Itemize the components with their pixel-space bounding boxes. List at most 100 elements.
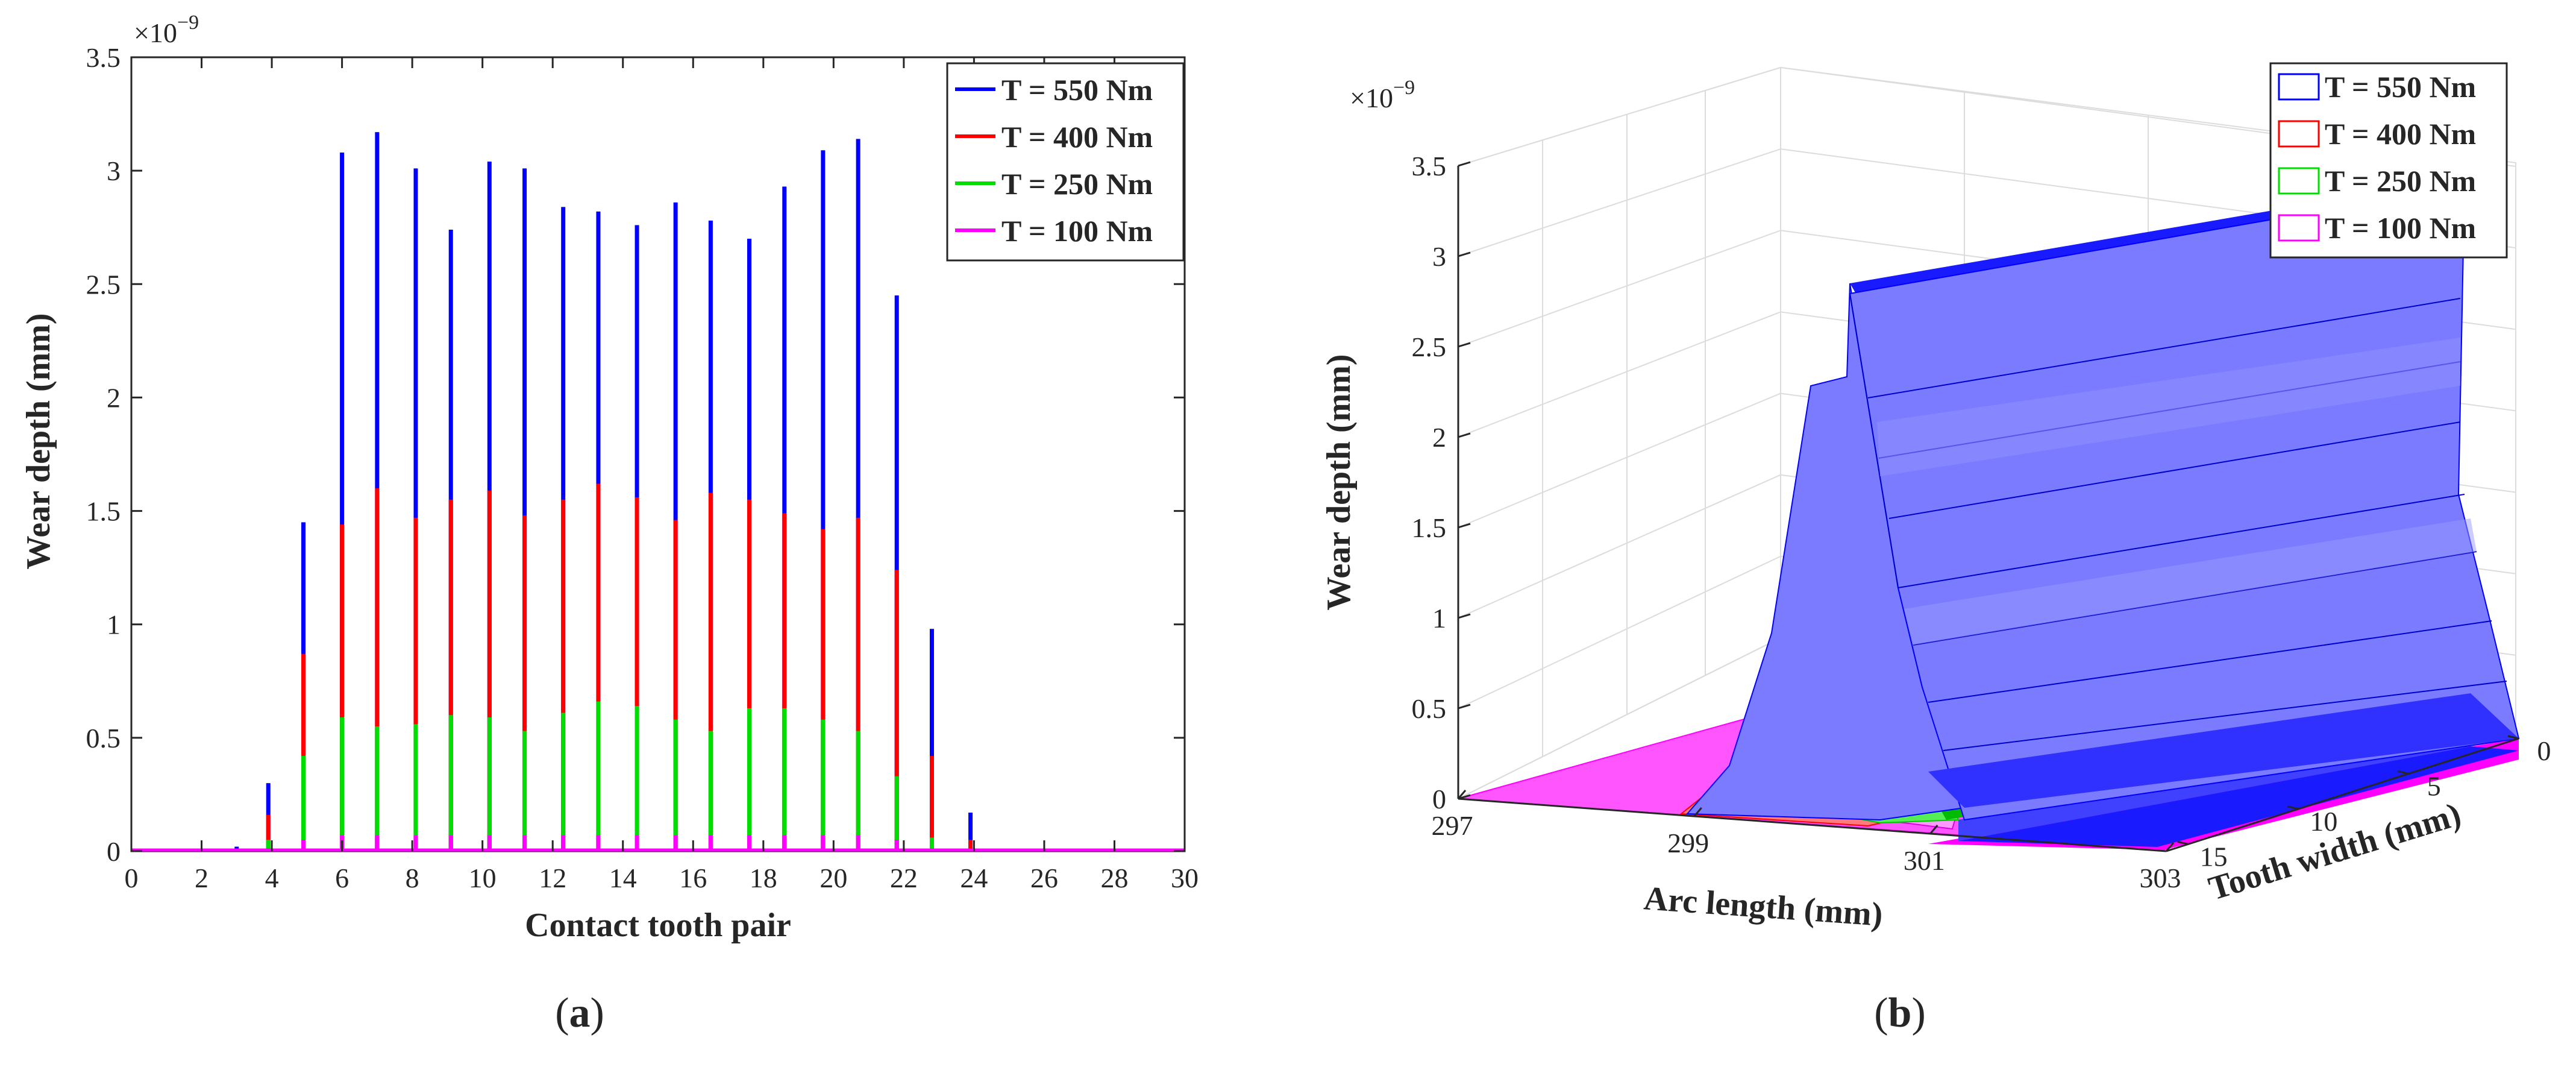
- y-tick-label: 3.5: [86, 42, 121, 73]
- bar-400nm: [929, 755, 934, 851]
- z-tick-label: 0: [1432, 784, 1446, 814]
- surface-550nm: [1685, 178, 2520, 821]
- z-exponent-label: ×10−9: [1350, 77, 1415, 113]
- z-tick-label: 3: [1432, 241, 1446, 272]
- x-axis-title: Contact tooth pair: [525, 907, 791, 944]
- legend-a-label: T = 100 Nm: [1001, 214, 1153, 248]
- bar-250nm: [673, 719, 678, 851]
- legend-b-label: T = 250 Nm: [2325, 164, 2476, 198]
- bar-250nm: [522, 731, 527, 851]
- z-grid-line-left: [1458, 311, 1781, 438]
- bar-100nm: [375, 835, 380, 851]
- bar-100nm: [856, 835, 860, 851]
- x-tick-label: 16: [679, 863, 707, 893]
- bar-550nm: [968, 813, 973, 851]
- legend-b-swatch: [2278, 214, 2320, 242]
- bar-100nm: [561, 835, 566, 851]
- plot-b-axes: [1457, 166, 2519, 852]
- y-exponent-power: −9: [177, 11, 199, 34]
- legend-b-label: T = 550 Nm: [2325, 70, 2476, 104]
- x-tick-label: 0: [125, 863, 139, 893]
- width-tick-mark: [2397, 770, 2409, 775]
- x-tick-label: 18: [750, 863, 777, 893]
- x-tick-label: 4: [265, 863, 279, 893]
- legend-b-swatch: [2278, 120, 2320, 148]
- bar-250nm: [708, 731, 713, 851]
- z-grid-line-left: [1458, 230, 1781, 347]
- z-grid-line-left: [1458, 474, 1781, 618]
- width-tick-label: 5: [2427, 770, 2441, 801]
- x-tick-label: 14: [609, 863, 637, 893]
- y-tick-label: 0: [107, 836, 121, 867]
- bar-100nm: [747, 835, 751, 851]
- x-tick-label: 28: [1100, 863, 1128, 893]
- bar-100nm: [448, 835, 453, 851]
- bar-250nm: [894, 776, 899, 851]
- z-tick-label: 2: [1432, 422, 1446, 453]
- bar-250nm: [301, 755, 306, 851]
- bar-100nm: [596, 835, 601, 851]
- x-tick-label: 26: [1030, 863, 1058, 893]
- bar-250nm: [266, 840, 271, 851]
- z-tick-mark: [1458, 703, 1471, 710]
- y-tick-label: 2: [107, 382, 121, 413]
- bar-400nm: [894, 570, 899, 851]
- plot-a-ticks: 0 2 4 6 8 10 12 14 16 18 20 22 24 26 28 3000.511.522.53…: [86, 42, 1199, 893]
- panel-label-b: b: [1888, 990, 1912, 1036]
- bar-250nm: [596, 701, 601, 851]
- width-tick-mark: [2287, 805, 2299, 810]
- bar-100nm: [522, 835, 527, 851]
- x-tick-label: 24: [960, 863, 988, 893]
- legend-a-label: T = 550 Nm: [1001, 73, 1153, 107]
- bar-400nm: [782, 513, 787, 851]
- plot-b-ticks: 0 0.5 1 1.5 2 2.5 3 3.5 297 299 301 303 0 5 10 15: [1412, 151, 2551, 893]
- bar-400nm: [266, 814, 271, 851]
- legend-a-label: T = 250 Nm: [1001, 167, 1153, 201]
- z-tick-mark: [1458, 613, 1471, 619]
- bar-400nm: [856, 517, 860, 851]
- bar-400nm: [522, 515, 527, 851]
- width-tick-mark: [2507, 735, 2519, 740]
- z-tick-mark: [1458, 523, 1471, 529]
- bar-550nm: [856, 139, 860, 851]
- y-exponent-label: ×10−9: [134, 11, 199, 48]
- bar-400nm: [375, 488, 380, 851]
- y-tick-label: 1: [107, 609, 121, 640]
- bar-400nm: [413, 517, 418, 851]
- figure-a: 0 2 4 6 8 10 12 14 16 18 20 22 24 26 28 3000.511.522.53…: [20, 11, 1199, 1036]
- bar-100nm: [821, 835, 826, 851]
- bar-100nm: [782, 835, 787, 851]
- z-grid-line-left: [1458, 555, 1781, 709]
- bar-100nm: [487, 835, 492, 851]
- z-tick-mark: [1458, 794, 1471, 800]
- bar-400nm: [747, 499, 751, 851]
- legend-a-label: T = 400 Nm: [1001, 120, 1153, 154]
- z-tick-mark: [1458, 342, 1471, 348]
- z-tick-mark: [1458, 251, 1471, 257]
- arc-tick-mark: [2165, 842, 2175, 852]
- bar-400nm: [596, 483, 601, 851]
- legend-a-box: [946, 62, 1185, 262]
- y-tick-label: 0.5: [86, 723, 121, 754]
- z-grid-line-left: [1458, 148, 1781, 257]
- bar-250nm: [340, 717, 345, 851]
- x-tick-label: 6: [335, 863, 349, 893]
- x-tick-label: 30: [1171, 863, 1199, 893]
- bar-250nm: [487, 717, 492, 851]
- z-tick-label: 1: [1432, 603, 1446, 634]
- bar-400nm: [340, 524, 345, 851]
- x-tick-label: 22: [890, 863, 918, 893]
- legend-b-label: T = 100 Nm: [2325, 211, 2476, 245]
- bar-100nm: [708, 835, 713, 851]
- bar-100nm: [673, 835, 678, 851]
- bar-250nm: [413, 724, 418, 851]
- x-tick-label: 2: [195, 863, 208, 893]
- x-tick-label: 12: [539, 863, 566, 893]
- bar-250nm: [561, 713, 566, 851]
- legend-b: T = 550 Nm T = 400 Nm T = 250 Nm T = 100 Nm: [2269, 62, 2508, 259]
- panel-caption-b: (b): [1874, 990, 1926, 1036]
- panel-label-a: a: [569, 990, 591, 1036]
- bar-400nm: [673, 520, 678, 851]
- width-tick-label: 10: [2310, 806, 2337, 837]
- bar-550nm: [340, 153, 345, 851]
